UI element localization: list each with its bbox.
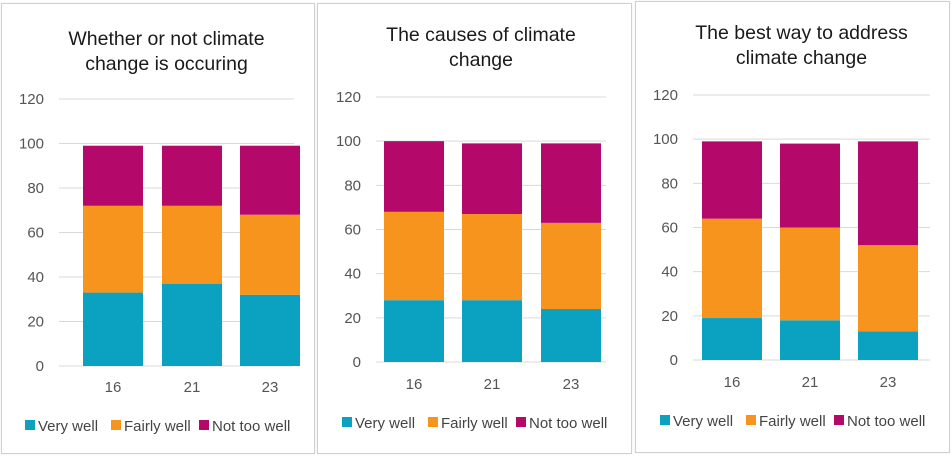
- x-tick-label: 23: [563, 376, 580, 393]
- bar-segment: [541, 309, 601, 362]
- x-tick-label: 23: [880, 374, 897, 391]
- x-tick-label: 16: [724, 374, 741, 391]
- y-tick-label: 20: [344, 310, 361, 327]
- bar-segment: [384, 211, 444, 301]
- x-tick-label: 21: [484, 376, 501, 393]
- bar-segment: [83, 292, 143, 366]
- y-tick-label: 120: [653, 87, 678, 104]
- y-tick-label: 100: [19, 136, 44, 153]
- x-tick-label: 21: [184, 379, 201, 396]
- chart-svg-3: The best way to address climate change 0 20…: [653, 22, 930, 430]
- legend-label: Very well: [355, 415, 415, 432]
- y-tick-label: 0: [353, 354, 361, 371]
- chart-title: The best way to address: [695, 22, 908, 44]
- bar-segment: [541, 143, 601, 223]
- bar-segment: [858, 245, 918, 332]
- legend-label: Very well: [38, 418, 98, 435]
- bar-segment: [858, 141, 918, 246]
- bar-segment: [162, 145, 222, 206]
- bar-segment: [384, 141, 444, 212]
- bar-segment: [780, 227, 840, 321]
- chart-panel-2: The causes of climate change 0 20 40 60 80 100 1…: [317, 3, 632, 454]
- bar-segment: [780, 320, 840, 360]
- y-tick-label: 100: [653, 131, 678, 148]
- legend-swatch: [342, 417, 352, 427]
- bar-segment: [162, 205, 222, 284]
- legend-swatch: [428, 417, 438, 427]
- legend-swatch: [834, 415, 844, 425]
- y-tick-label: 60: [344, 222, 361, 239]
- bar-segment: [780, 143, 840, 228]
- y-tick-label: 20: [27, 314, 44, 331]
- bar-segment: [702, 318, 762, 360]
- bar-segment: [858, 331, 918, 360]
- y-tick-label: 40: [27, 269, 44, 286]
- legend-swatch: [746, 415, 756, 425]
- chart-title: The causes of climate: [386, 24, 576, 46]
- y-tick-label: 40: [344, 266, 361, 283]
- y-tick-label: 80: [661, 175, 678, 192]
- chart-panel-3: The best way to address climate change 0 20…: [635, 1, 950, 453]
- legend-label: Not too well: [529, 415, 607, 432]
- y-tick-label: 0: [36, 358, 44, 375]
- y-tick-label: 100: [336, 133, 361, 150]
- bar-segment: [83, 205, 143, 293]
- bar-segment: [462, 214, 522, 301]
- legend-swatch: [516, 417, 526, 427]
- y-tick-label: 80: [344, 177, 361, 194]
- legend-label: Fairly well: [759, 413, 826, 430]
- chart-title: change: [449, 49, 513, 71]
- chart-title: climate change: [736, 47, 867, 69]
- y-tick-label: 60: [661, 220, 678, 237]
- chart-title: change is occuring: [85, 53, 248, 75]
- y-tick-label: 60: [27, 225, 44, 242]
- legend-swatch: [199, 420, 209, 430]
- legend-label: Fairly well: [124, 418, 191, 435]
- chart-title: Whether or not climate: [68, 28, 264, 50]
- legend-label: Not too well: [847, 413, 925, 430]
- bar-segment: [240, 294, 300, 366]
- x-tick-label: 16: [105, 379, 122, 396]
- bar-segment: [384, 300, 444, 362]
- x-tick-label: 23: [262, 379, 279, 396]
- bar-segment: [162, 283, 222, 366]
- x-tick-label: 21: [802, 374, 819, 391]
- chart-svg-2: The causes of climate change 0 20 40 60 80 100 1…: [336, 24, 607, 432]
- chart-svg-1: Whether or not climate change is occuring…: [19, 28, 300, 435]
- y-tick-label: 40: [661, 264, 678, 281]
- bar-segment: [462, 300, 522, 362]
- bar-segment: [240, 145, 300, 215]
- y-tick-label: 120: [19, 91, 44, 108]
- legend-swatch: [111, 420, 121, 430]
- legend-swatch: [660, 415, 670, 425]
- bar-segment: [541, 222, 601, 309]
- bar-segment: [702, 141, 762, 219]
- chart-panel-1: Whether or not climate change is occuring…: [1, 3, 315, 454]
- y-tick-label: 20: [661, 308, 678, 325]
- bar-segment: [702, 218, 762, 319]
- legend-label: Very well: [673, 413, 733, 430]
- legend-swatch: [25, 420, 35, 430]
- bar-segment: [462, 143, 522, 215]
- y-tick-label: 0: [670, 352, 678, 369]
- x-tick-label: 16: [406, 376, 423, 393]
- bar-segment: [240, 214, 300, 295]
- legend-label: Fairly well: [441, 415, 508, 432]
- y-tick-label: 120: [336, 89, 361, 106]
- y-tick-label: 80: [27, 180, 44, 197]
- legend-label: Not too well: [212, 418, 290, 435]
- bar-segment: [83, 145, 143, 206]
